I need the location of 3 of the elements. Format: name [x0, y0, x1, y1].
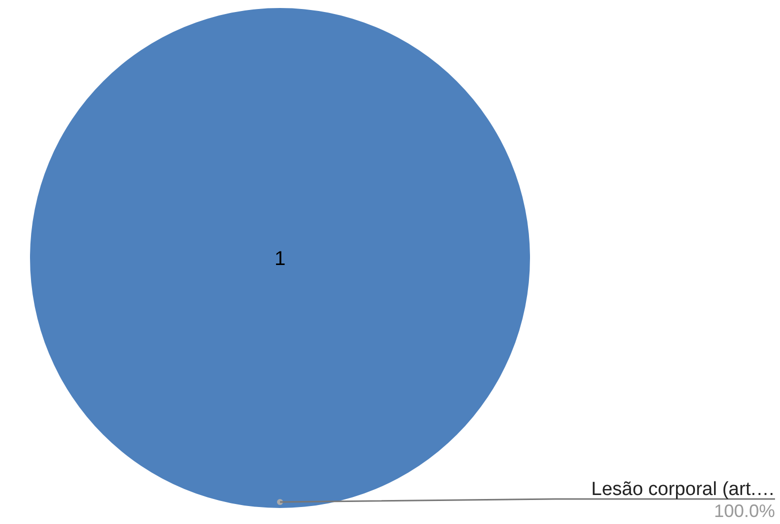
data-label: 1 — [274, 248, 286, 270]
text: 100.0% — [714, 501, 775, 521]
slice-label: Lesão corporal (art.… — [591, 479, 775, 500]
